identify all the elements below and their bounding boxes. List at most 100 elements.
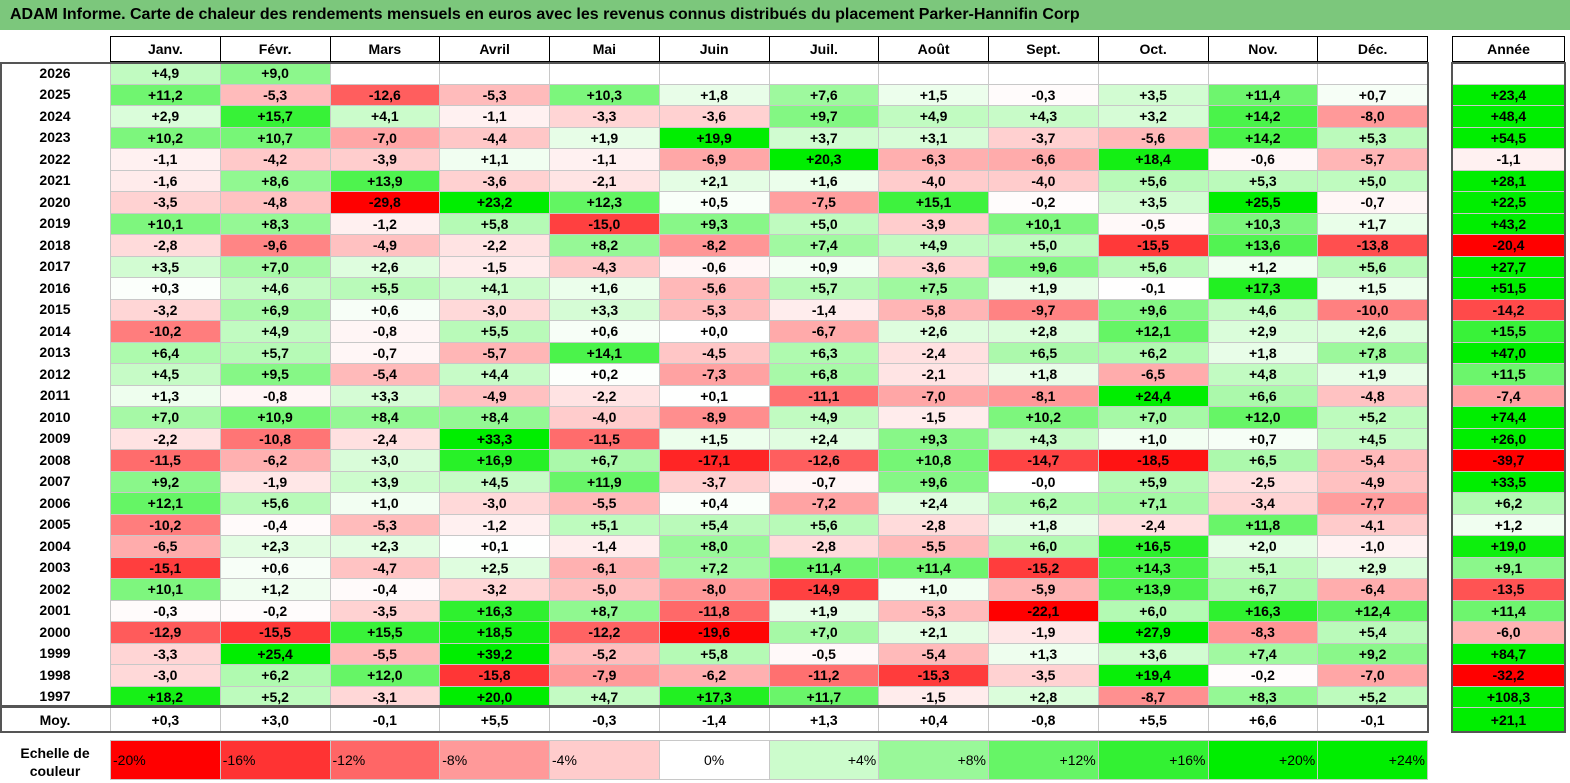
heatmap-cell: +20,0 [439,685,550,708]
heatmap-cell: -0,7 [329,341,441,364]
heatmap-cell: +23,2 [439,191,550,214]
year-total-cell: -7,4 [1452,384,1565,407]
heatmap-cell: -1,0 [1317,535,1428,558]
heatmap-cell: -15,8 [439,664,550,687]
heatmap-cell: +0,0 [658,320,770,343]
heatmap-cell [988,62,1099,85]
heatmap-cell: -0,1 [1097,277,1209,300]
heatmap-cell: -1,5 [878,685,989,708]
year-total-cell: +11,5 [1452,363,1565,386]
heatmap-cell: +0,6 [549,320,660,343]
heatmap-cell: +1,3 [110,384,221,407]
heatmap-cell: -8,0 [658,578,770,601]
year-total-cell: +74,4 [1452,406,1565,429]
row-year-label: 2012 [0,363,110,385]
heatmap-cell: +9,7 [768,105,880,128]
heatmap-cell: +9,0 [219,62,331,85]
heatmap-cell: +11,9 [549,470,660,493]
heatmap-cell: +4,9 [878,234,989,257]
heatmap-cell: -8,9 [658,406,770,429]
heatmap-cell: -6,5 [1097,363,1209,386]
year-total-cell: +43,2 [1452,212,1565,235]
heatmap-cell: +5,0 [768,212,880,235]
heatmap-cell: +14,3 [1097,556,1209,579]
heatmap-cell: -10,0 [1317,298,1428,321]
average-cell: -0,1 [1317,707,1428,733]
year-total-cell: +33,5 [1452,470,1565,493]
heatmap-cell: +4,1 [439,277,550,300]
year-total-cell: +28,1 [1452,169,1565,192]
heatmap-cell: +16,3 [1207,599,1319,622]
heatmap-cell: +1,9 [988,277,1099,300]
heatmap-cell: +1,3 [988,642,1099,665]
heatmap-cell: +3,7 [768,126,880,149]
row-year-label: 2008 [0,449,110,471]
heatmap-cell: -29,8 [329,191,441,214]
heatmap-cell: +8,3 [219,212,331,235]
heatmap-cell: +18,2 [110,685,221,708]
heatmap-cell: -3,0 [439,492,550,515]
heatmap-cell [878,62,989,85]
average-cell: -0,3 [549,707,660,733]
heatmap-cell: -15,0 [549,212,660,235]
heatmap-cell: +5,4 [1317,621,1428,644]
year-total-cell: -6,0 [1452,621,1565,644]
row-year-label: 2006 [0,492,110,514]
heatmap-cell: +6,5 [988,341,1099,364]
heatmap-cell: -5,4 [329,363,441,386]
heatmap-cell: +1,0 [329,492,441,515]
year-total-cell: +11,4 [1452,599,1565,622]
row-year-label: 2026 [0,62,110,84]
heatmap-cell: +6,7 [1207,578,1319,601]
heatmap-cell: -2,2 [110,427,221,450]
heatmap-cell: -3,6 [439,169,550,192]
heatmap-cell: +19,9 [658,126,770,149]
year-total-cell: -14,2 [1452,298,1565,321]
heatmap-cell: +18,4 [1097,148,1209,171]
row-year-label: 2016 [0,277,110,299]
heatmap-cell: -3,3 [110,642,221,665]
heatmap-cell: +11,7 [768,685,880,708]
heatmap-cell: +6,5 [1207,449,1319,472]
heatmap-cell: -5,7 [1317,148,1428,171]
heatmap-cell: -15,5 [1097,234,1209,257]
heatmap-cell: +6,0 [988,535,1099,558]
heatmap-cell: -1,6 [110,169,221,192]
heatmap-cell: -19,6 [658,621,770,644]
heatmap-cell: +6,2 [988,492,1099,515]
heatmap-cell: +0,7 [1207,427,1319,450]
heatmap-cell: +1,5 [658,427,770,450]
year-total-cell [1452,62,1565,85]
heatmap-cell: +12,4 [1317,599,1428,622]
average-cell: +5,5 [1097,707,1209,733]
heatmap-cell: -6,3 [878,148,989,171]
year-total-cell: -20,4 [1452,234,1565,257]
heatmap-cell [1317,62,1428,85]
heatmap-cell: +2,5 [439,556,550,579]
row-year-label: 2025 [0,83,110,105]
heatmap-cell: +9,2 [1317,642,1428,665]
heatmap-cell: +3,6 [1097,642,1209,665]
heatmap-cell: -1,1 [110,148,221,171]
heatmap-cell: -11,2 [768,664,880,687]
heatmap-cell: -7,3 [658,363,770,386]
heatmap-cell: +2,6 [329,255,441,278]
heatmap-cell: +9,6 [988,255,1099,278]
heatmap-cell: +0,3 [110,277,221,300]
heatmap-cell: +8,0 [658,535,770,558]
year-total-cell: +84,7 [1452,642,1565,665]
heatmap-cell: +19,4 [1097,664,1209,687]
heatmap-cell: +1,8 [988,363,1099,386]
heatmap-cell: -3,7 [988,126,1099,149]
heatmap-cell: +10,3 [1207,212,1319,235]
heatmap-cell: +2,4 [768,427,880,450]
heatmap-cell: +8,3 [1207,685,1319,708]
heatmap-cell: -0,3 [110,599,221,622]
heatmap-cell: -0,8 [219,384,331,407]
heatmap-cell: +2,9 [110,105,221,128]
heatmap-cell: -12,2 [549,621,660,644]
month-header: Févr. [219,36,331,62]
month-header: Janv. [110,36,221,62]
heatmap-cell: +1,1 [439,148,550,171]
heatmap-cell: +9,3 [878,427,989,450]
